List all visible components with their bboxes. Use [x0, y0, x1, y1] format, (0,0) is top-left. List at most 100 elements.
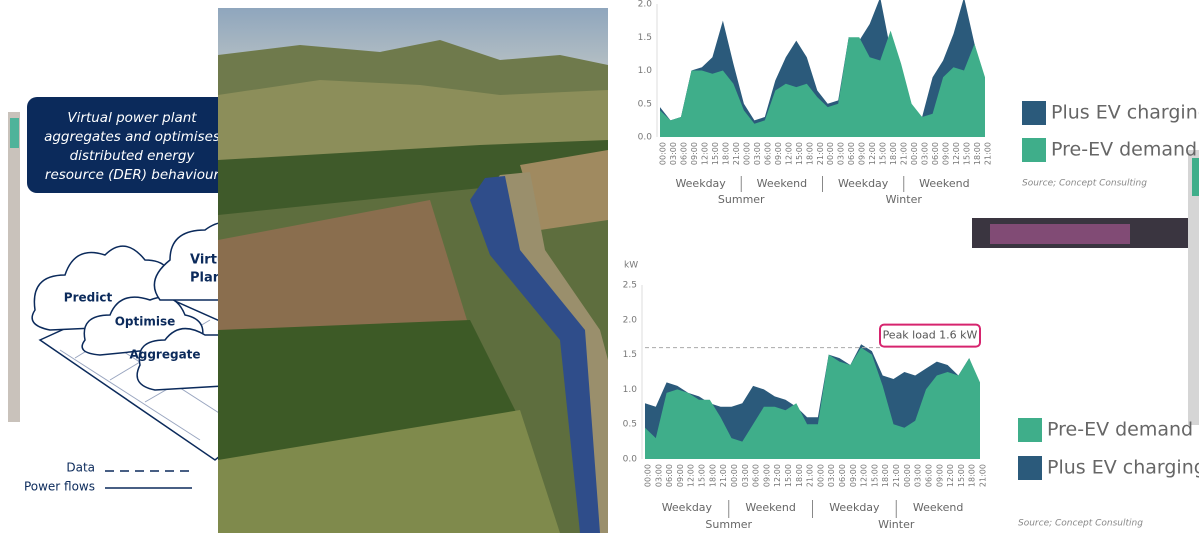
x-tick-label: 12:00	[773, 464, 782, 487]
day-label: Weekend	[757, 177, 807, 190]
day-label: Weekday	[662, 501, 713, 514]
image-sliver	[990, 224, 1130, 244]
legend-swatch	[1018, 418, 1042, 442]
y-tick-label: 2.0	[623, 315, 638, 325]
x-tick-label: 15:00	[870, 464, 879, 487]
season-label: Winter	[878, 518, 915, 531]
day-label: Weekend	[919, 177, 969, 190]
x-tick-label: 09:00	[858, 142, 867, 165]
cloud-label: Aggregate	[129, 348, 200, 362]
y-tick-label: 1.5	[638, 33, 652, 43]
x-tick-label: 06:00	[924, 464, 933, 487]
day-label: Weekend	[913, 501, 963, 514]
x-tick-label: 12:00	[868, 142, 877, 165]
x-tick-label: 09:00	[935, 464, 944, 487]
diagram-legend: Data	[66, 461, 95, 475]
legend-label: Plus EV charging	[1051, 102, 1199, 124]
x-tick-label: 00:00	[826, 142, 835, 165]
x-tick-label: 03:00	[837, 142, 846, 165]
y-tick-label: 0.0	[623, 455, 638, 465]
x-tick-label: 09:00	[690, 142, 699, 165]
cloud	[136, 327, 241, 391]
y-tick-label: 2.0	[638, 0, 653, 10]
y-tick-label: 0.5	[638, 99, 652, 109]
x-tick-label: 00:00	[816, 464, 825, 487]
x-tick-label: 03:00	[921, 142, 930, 165]
x-tick-label: 12:00	[860, 464, 869, 487]
source: Source; Concept Consulting	[1022, 179, 1147, 189]
source: Source; Concept Consulting	[1018, 519, 1143, 529]
x-tick-label: 00:00	[903, 464, 912, 487]
x-tick-label: 03:00	[827, 464, 836, 487]
x-tick-label: 09:00	[774, 142, 783, 165]
image-sliver	[1188, 150, 1199, 425]
photo-canal	[470, 176, 600, 533]
x-tick-label: 21:00	[719, 464, 728, 487]
day-label: Weekday	[838, 177, 889, 190]
x-tick-label: 21:00	[984, 142, 993, 165]
area	[660, 30, 985, 138]
x-tick-label: 09:00	[942, 142, 951, 165]
x-tick-label: 18:00	[805, 142, 814, 165]
photo-field	[520, 150, 608, 230]
x-tick-label: 00:00	[910, 142, 919, 165]
season-label: Summer	[718, 193, 765, 206]
cloud-label: Predict	[64, 291, 113, 305]
y-tick-label: 2.5	[623, 281, 637, 291]
x-tick-label: 15:00	[698, 464, 707, 487]
x-tick-label: 21:00	[816, 142, 825, 165]
x-tick-label: 12:00	[700, 142, 709, 165]
x-tick-label: 00:00	[742, 142, 751, 165]
day-label: Weekend	[745, 501, 795, 514]
x-tick-label: 15:00	[957, 464, 966, 487]
diagram-title: distributed energy	[70, 148, 196, 164]
season-label: Summer	[705, 518, 752, 531]
x-tick-label: 15:00	[879, 142, 888, 165]
diagram-title: resource (DER) behaviour	[45, 167, 221, 183]
legend-label: Pre-EV demand	[1051, 139, 1197, 161]
x-tick-label: 12:00	[784, 142, 793, 165]
x-tick-label: 00:00	[644, 464, 653, 487]
x-tick-label: 06:00	[763, 142, 772, 165]
x-tick-label: 15:00	[784, 464, 793, 487]
day-label: Weekday	[829, 501, 880, 514]
x-tick-label: 18:00	[968, 464, 977, 487]
legend-label: Pre-EV demand	[1047, 419, 1193, 441]
area	[645, 347, 980, 459]
x-tick-label: 03:00	[753, 142, 762, 165]
diagram-title: Virtual power plant	[67, 110, 197, 126]
annotation-text: Peak load 1.6 kW	[883, 329, 978, 342]
legend-swatch	[1022, 101, 1046, 125]
x-tick-label: 18:00	[881, 464, 890, 487]
day-label: Weekday	[675, 177, 726, 190]
x-tick-label: 03:00	[669, 142, 678, 165]
y-tick-label: 0.0	[638, 133, 653, 143]
x-tick-label: 18:00	[795, 464, 804, 487]
x-tick-label: 15:00	[795, 142, 804, 165]
x-tick-label: 21:00	[979, 464, 988, 487]
x-tick-label: 21:00	[732, 142, 741, 165]
diagram-header	[27, 97, 237, 193]
x-tick-label: 15:00	[963, 142, 972, 165]
x-tick-label: 00:00	[730, 464, 739, 487]
image-sliver	[8, 112, 20, 422]
y-tick-label: 1.0	[638, 66, 653, 76]
x-tick-label: 06:00	[931, 142, 940, 165]
x-tick-label: 06:00	[847, 142, 856, 165]
x-tick-label: 03:00	[741, 464, 750, 487]
x-tick-label: 21:00	[892, 464, 901, 487]
diagram-legend: Power flows	[24, 480, 95, 494]
x-tick-label: 06:00	[679, 142, 688, 165]
x-tick-label: 18:00	[721, 142, 730, 165]
y-tick-label: 1.5	[623, 350, 637, 360]
x-tick-label: 18:00	[889, 142, 898, 165]
x-tick-label: 21:00	[900, 142, 909, 165]
x-tick-label: 21:00	[806, 464, 815, 487]
season-label: Winter	[886, 193, 923, 206]
x-tick-label: 06:00	[752, 464, 761, 487]
x-tick-label: 18:00	[973, 142, 982, 165]
x-tick-label: 12:00	[687, 464, 696, 487]
diagram-title: aggregates and optimises	[44, 129, 220, 145]
image-sliver	[1192, 158, 1199, 196]
